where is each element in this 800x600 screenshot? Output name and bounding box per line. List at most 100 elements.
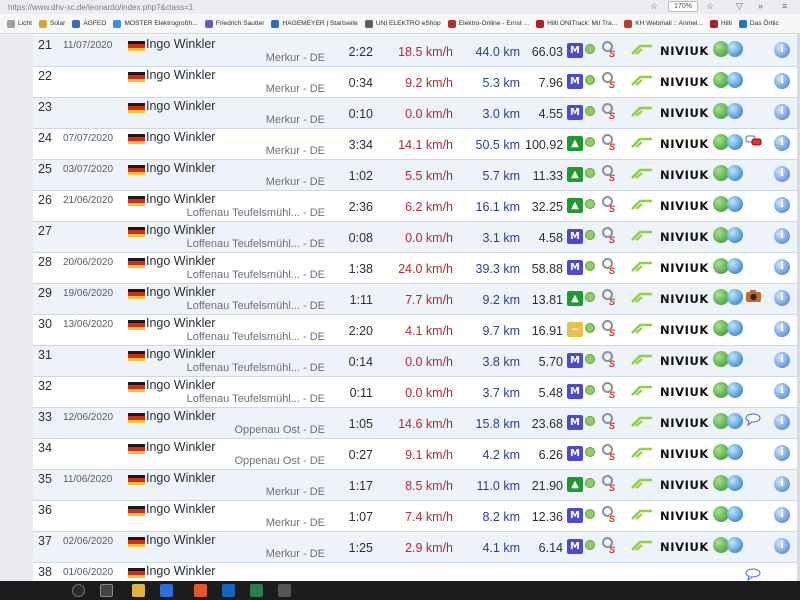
- google-earth-icon[interactable]: [727, 41, 743, 57]
- google-earth-icon[interactable]: [727, 134, 743, 150]
- google-earth-icon[interactable]: [727, 351, 743, 367]
- info-icon[interactable]: i: [774, 166, 790, 182]
- pilot-name-link[interactable]: Ingo Winkler: [146, 223, 216, 237]
- bookmark-item[interactable]: MOSTER Elektrogroßh...: [113, 19, 198, 28]
- map-icon[interactable]: [713, 382, 729, 398]
- map-icon[interactable]: [713, 289, 729, 305]
- google-earth-icon[interactable]: [727, 320, 743, 336]
- takeoff-site-link[interactable]: Loffenau Teufelsmühl... - DE: [186, 238, 325, 250]
- pilot-name-link[interactable]: Ingo Winkler: [146, 564, 216, 578]
- table-row[interactable]: 35 11/06/2020 Ingo Winkler Merkur - DE 1:17 8…: [33, 470, 800, 501]
- takeoff-site-link[interactable]: Merkur - DE: [265, 114, 325, 126]
- takeoff-site-link[interactable]: Merkur - DE: [265, 517, 325, 529]
- bookmark-item[interactable]: UNI ELEKTRO eShop: [364, 19, 441, 28]
- comment-icon[interactable]: [745, 568, 762, 581]
- takeoff-site-link[interactable]: Oppenau Ost - DE: [234, 424, 326, 436]
- table-row[interactable]: 21 11/07/2020 Ingo Winkler Merkur - DE 2:22 1…: [33, 36, 800, 67]
- free-flight-icon[interactable]: M: [567, 539, 583, 554]
- google-earth-icon[interactable]: [727, 382, 743, 398]
- info-icon[interactable]: i: [774, 73, 790, 89]
- map-icon[interactable]: [713, 444, 729, 460]
- browser-icon[interactable]: [160, 584, 173, 597]
- pilot-name-link[interactable]: Ingo Winkler: [146, 347, 216, 361]
- bookmark-star-icon[interactable]: ☆: [650, 1, 659, 11]
- map-icon[interactable]: [713, 506, 729, 522]
- pilot-name-link[interactable]: Ingo Winkler: [146, 533, 216, 547]
- info-icon[interactable]: i: [774, 197, 790, 213]
- pilot-name-link[interactable]: Ingo Winkler: [146, 68, 216, 82]
- pilot-name-link[interactable]: Ingo Winkler: [146, 192, 216, 206]
- info-icon[interactable]: i: [774, 445, 790, 461]
- table-row[interactable]: 32 Ingo Winkler Loffenau Teufelsmühl... - …: [33, 377, 800, 408]
- table-row[interactable]: 25 03/07/2020 Ingo Winkler Merkur - DE 1:02 5…: [33, 160, 800, 191]
- scrollbar[interactable]: [797, 34, 800, 581]
- triangle-flight-icon[interactable]: ▲: [567, 477, 583, 492]
- map-icon[interactable]: [713, 351, 729, 367]
- table-row[interactable]: 29 19/06/2020 Ingo Winkler Loffenau Teufels…: [33, 284, 800, 315]
- task-view-icon[interactable]: [100, 584, 113, 597]
- map-icon[interactable]: [713, 196, 729, 212]
- table-row[interactable]: 23 Ingo Winkler Merkur - DE 0:10 0.0 km/h 3.0…: [33, 98, 800, 129]
- info-icon[interactable]: i: [774, 259, 790, 275]
- bookmark-item[interactable]: KH Webmail :: Anmel...: [624, 19, 703, 28]
- info-icon[interactable]: i: [774, 228, 790, 244]
- table-row[interactable]: 38 01/06/2020 Ingo Winkler: [33, 563, 800, 581]
- triangle-flight-icon[interactable]: ▲: [567, 167, 583, 182]
- map-icon[interactable]: [713, 72, 729, 88]
- map-icon[interactable]: [713, 41, 729, 57]
- free-flight-icon[interactable]: M: [567, 260, 583, 275]
- takeoff-site-link[interactable]: Merkur - DE: [265, 83, 325, 95]
- google-earth-icon[interactable]: [727, 258, 743, 274]
- google-earth-icon[interactable]: [727, 475, 743, 491]
- pilot-name-link[interactable]: Ingo Winkler: [146, 130, 216, 144]
- extensions-icon[interactable]: »: [758, 1, 764, 11]
- free-flight-icon[interactable]: M: [567, 415, 583, 430]
- pilot-name-link[interactable]: Ingo Winkler: [146, 99, 216, 113]
- pilot-name-link[interactable]: Ingo Winkler: [146, 378, 216, 392]
- table-row[interactable]: 37 02/06/2020 Ingo Winkler Merkur - DE 1:25 2…: [33, 532, 800, 563]
- google-earth-icon[interactable]: [727, 444, 743, 460]
- map-icon[interactable]: [713, 320, 729, 336]
- map-icon[interactable]: [713, 475, 729, 491]
- free-flight-icon[interactable]: M: [567, 446, 583, 461]
- file-explorer-icon[interactable]: [132, 584, 145, 597]
- bookmark-item[interactable]: HAGEMEYER | Startseite: [271, 19, 358, 28]
- takeoff-site-link[interactable]: Merkur - DE: [265, 145, 325, 157]
- pilot-name-link[interactable]: Ingo Winkler: [146, 316, 216, 330]
- excel-icon[interactable]: [250, 584, 263, 597]
- triangle-flight-icon[interactable]: ▲: [567, 198, 583, 213]
- free-flight-icon[interactable]: M: [567, 43, 583, 58]
- firefox-icon[interactable]: [194, 584, 207, 597]
- bookmark-item[interactable]: Das Örtlic: [738, 19, 779, 28]
- info-icon[interactable]: i: [774, 538, 790, 554]
- free-flight-icon[interactable]: M: [567, 384, 583, 399]
- pilot-name-link[interactable]: Ingo Winkler: [146, 161, 216, 175]
- bookmark-item[interactable]: Hilti: [709, 19, 732, 28]
- bookmark-item[interactable]: Licht: [7, 19, 32, 28]
- takeoff-site-link[interactable]: Merkur - DE: [265, 548, 325, 560]
- info-icon[interactable]: i: [774, 507, 790, 523]
- triangle-flight-icon[interactable]: ▲: [567, 136, 583, 151]
- takeoff-site-link[interactable]: Loffenau Teufelsmühl... - DE: [186, 393, 325, 405]
- google-earth-icon[interactable]: [727, 103, 743, 119]
- bookmark-item[interactable]: Hilti ONITrack: Mit Tra...: [536, 19, 617, 28]
- pilot-name-link[interactable]: Ingo Winkler: [146, 37, 216, 51]
- info-icon[interactable]: i: [774, 383, 790, 399]
- google-earth-icon[interactable]: [727, 289, 743, 305]
- pilot-name-link[interactable]: Ingo Winkler: [146, 409, 216, 423]
- comment-icon[interactable]: [745, 413, 762, 427]
- info-icon[interactable]: i: [774, 290, 790, 306]
- pilot-name-link[interactable]: Ingo Winkler: [146, 471, 216, 485]
- table-row[interactable]: 36 Ingo Winkler Merkur - DE 1:07 7.4 km/h 8.2…: [33, 501, 800, 532]
- pilot-name-link[interactable]: Ingo Winkler: [146, 254, 216, 268]
- zoom-level-badge[interactable]: 170%: [668, 1, 698, 12]
- camera-icon[interactable]: [745, 289, 762, 303]
- table-row[interactable]: 22 Ingo Winkler Merkur - DE 0:34 9.2 km/h 5.3…: [33, 67, 800, 98]
- free-flight-icon[interactable]: M: [567, 105, 583, 120]
- table-row[interactable]: 24 07/07/2020 Ingo Winkler Merkur - DE 3:34 1…: [33, 129, 800, 160]
- takeoff-site-link[interactable]: Merkur - DE: [265, 486, 325, 498]
- menu-icon[interactable]: ≡: [782, 1, 788, 11]
- triangle-flight-icon[interactable]: ▲: [567, 291, 583, 306]
- google-earth-icon[interactable]: [727, 227, 743, 243]
- pocket-icon[interactable]: ▽: [736, 1, 743, 11]
